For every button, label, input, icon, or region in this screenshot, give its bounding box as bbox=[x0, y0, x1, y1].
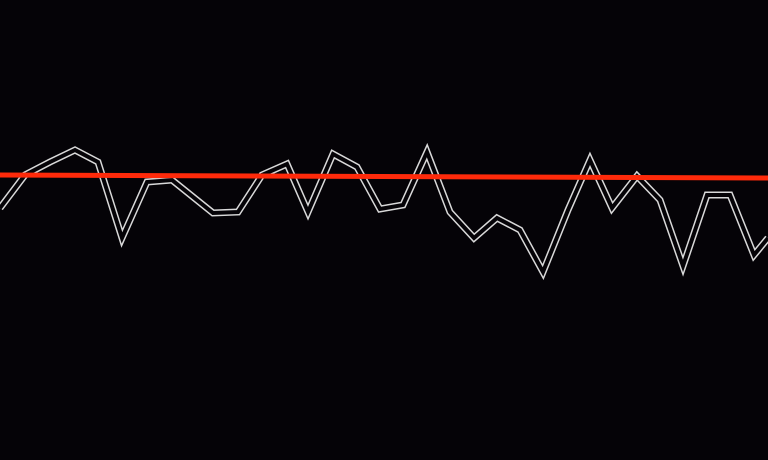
line bbox=[0, 172, 768, 181]
line-core bbox=[0, 146, 768, 277]
